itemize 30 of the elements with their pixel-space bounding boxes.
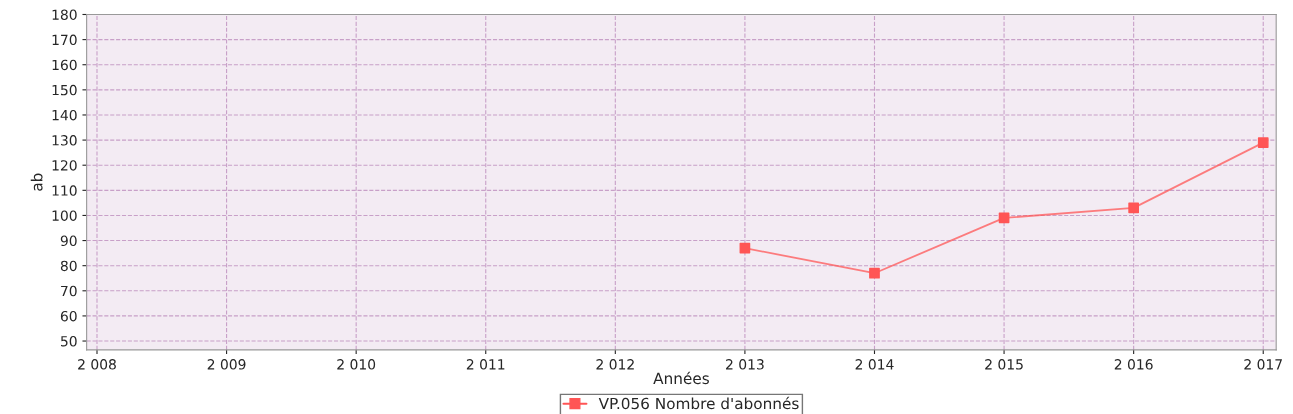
y-tick-label: 110 [52,185,77,196]
y-tick-label: 140 [52,109,77,121]
y-tick-label: 70 [61,285,77,297]
x-tick-label: 2 010 [337,359,376,370]
x-tick-label: 2 015 [985,359,1023,370]
y-tick-label: 120 [52,160,77,171]
y-tick-label: 80 [60,260,77,272]
point [1128,202,1140,214]
y-tick-label: 170 [52,34,77,46]
x-tick-label: 2 014 [855,359,894,370]
y-tick-label: 100 [52,210,77,221]
legend-label: VP.056 Nombre d'abonnés [598,396,799,410]
y-tick-label: 150 [52,84,77,96]
y-tick-label: 60 [60,310,77,322]
y-tick-label: 90 [60,235,77,247]
x-tick-label: 2 013 [726,359,764,370]
x-tick-label: 2 009 [207,359,246,370]
y-tick-label: 50 [61,336,77,347]
y-tick-label: 160 [52,59,77,71]
x-axis-title: Années [653,371,709,385]
y-axis-title: ab [30,173,43,191]
x-tick-label: 2 011 [466,359,505,370]
x-tick-label: 2 017 [1244,359,1282,370]
y-tick-label: 130 [52,135,77,146]
x-tick-label: 2 012 [596,359,634,370]
y-tick-label: 180 [52,9,77,20]
x-tick-label: 2 016 [1114,359,1153,370]
x-tick-label: 2 008 [78,359,116,370]
point [869,267,880,279]
point [1257,137,1269,148]
